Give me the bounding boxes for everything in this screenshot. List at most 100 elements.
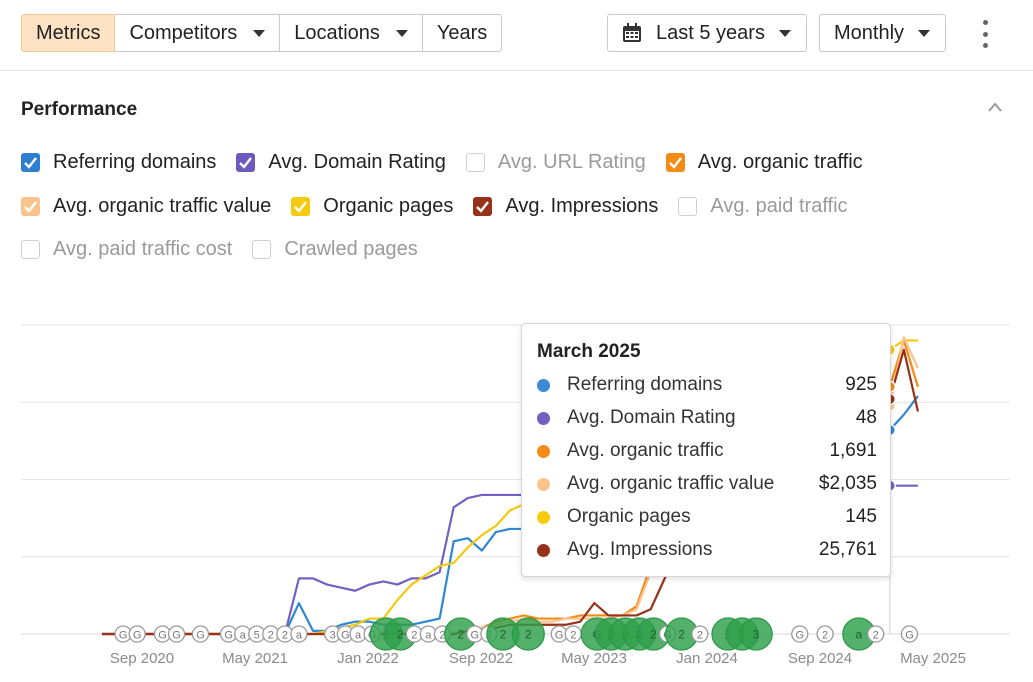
checkbox-checked[interactable] [21, 153, 40, 172]
update-marker-label: G [555, 630, 564, 642]
update-marker-label: 2 [570, 630, 576, 642]
update-marker-label: 3 [753, 628, 760, 642]
chevron-down-icon [918, 29, 931, 37]
update-marker[interactable]: 2 [262, 625, 280, 643]
update-marker[interactable]: G [128, 625, 146, 643]
update-marker[interactable]: 2 [816, 625, 834, 643]
metric-toggle[interactable]: Avg. Domain Rating [236, 151, 446, 174]
update-marker-label: G [158, 630, 167, 642]
more-options-icon[interactable] [978, 20, 992, 48]
metric-toggle-label: Avg. Domain Rating [268, 151, 446, 173]
metric-toggles-row-3: Avg. paid traffic cost Crawled pages [21, 238, 438, 261]
metric-toggle[interactable]: Organic pages [291, 195, 453, 218]
update-marker[interactable]: 3 [739, 617, 773, 651]
tooltip-series-name: Avg. Domain Rating [567, 407, 736, 428]
check-icon [239, 157, 253, 169]
metric-toggle[interactable]: Avg. organic traffic value [21, 195, 271, 218]
calendar-icon [623, 23, 641, 42]
metric-toggle[interactable]: Avg. URL Rating [465, 151, 646, 174]
checkbox-unchecked[interactable] [678, 197, 698, 216]
update-marker[interactable]: 2 [867, 625, 885, 643]
tooltip-row: Avg. organic traffic value $2,035 [537, 473, 877, 495]
update-marker[interactable]: 2 [511, 617, 545, 651]
tab-locations-label: Locations [294, 21, 380, 44]
metric-toggle[interactable]: Avg. paid traffic [678, 195, 848, 218]
performance-chart[interactable]: Sep 2020 May 2021 Jan 2022 Sep 2022 May 2023… [0, 290, 1033, 682]
update-marker-label: a [425, 630, 432, 642]
tab-metrics[interactable]: Metrics [21, 14, 116, 52]
checkbox-unchecked[interactable] [21, 240, 40, 259]
update-marker[interactable]: G [900, 625, 919, 643]
metric-toggle-label: Avg. organic traffic value [53, 195, 272, 217]
series-dot [537, 543, 550, 557]
x-tick-label: May 2021 [222, 650, 288, 667]
checkbox-checked[interactable] [291, 197, 311, 216]
update-marker[interactable]: 2 [691, 625, 709, 643]
update-marker-label: 2 [873, 630, 879, 642]
update-marker-label: 2 [500, 628, 507, 642]
interval-dropdown[interactable]: Monthly [819, 14, 946, 52]
checkbox-checked[interactable] [473, 197, 493, 216]
update-marker-circle [511, 617, 545, 651]
x-tick-label: May 2025 [900, 650, 966, 667]
update-marker[interactable]: 2 [276, 625, 294, 643]
toolbar: Metrics Competitors Locations Years Last… [0, 0, 1033, 71]
update-marker[interactable]: G [167, 625, 186, 643]
update-marker-circle [900, 625, 919, 643]
checkbox-checked[interactable] [21, 197, 40, 216]
update-marker-circle [691, 625, 709, 643]
x-tick-label: Jan 2024 [676, 650, 738, 667]
interval-label: Monthly [834, 21, 905, 44]
metric-toggle[interactable]: Avg. organic traffic [665, 151, 863, 174]
update-marker[interactable]: a [290, 625, 308, 643]
metric-toggle[interactable]: Avg. Impressions [473, 195, 658, 218]
checkbox-unchecked[interactable] [465, 153, 485, 172]
update-marker-label: G [119, 630, 128, 642]
chevron-up-icon[interactable] [988, 100, 1002, 114]
update-marker-label: 2 [678, 628, 685, 642]
checkbox-checked[interactable] [236, 153, 256, 172]
update-marker-label: 2 [282, 630, 288, 642]
chart-tooltip: March 2025 Referring domains 925 Avg. Doma… [521, 323, 891, 577]
metric-toggle[interactable]: Referring domains [21, 151, 216, 174]
metric-toggle[interactable]: Crawled pages [252, 238, 418, 261]
tooltip-series-value: 145 [845, 506, 877, 527]
checkbox-checked[interactable] [665, 153, 685, 172]
update-marker-label: G [172, 630, 181, 642]
tooltip-series-value: 48 [855, 407, 877, 428]
date-range-dropdown[interactable]: Last 5 years [607, 14, 807, 52]
update-marker-label: 2 [268, 630, 274, 642]
update-marker[interactable]: G [191, 625, 210, 643]
update-marker[interactable]: 2 [383, 617, 417, 651]
date-range-label: Last 5 years [656, 21, 765, 44]
update-marker-label: G [341, 630, 350, 642]
metric-toggle-label: Avg. paid traffic cost [53, 238, 233, 260]
metric-toggle[interactable]: Avg. paid traffic cost [21, 238, 232, 261]
tab-competitors-label: Competitors [129, 21, 238, 44]
update-marker[interactable]: a [234, 625, 252, 643]
check-icon [294, 201, 308, 213]
update-marker[interactable]: 2 [444, 617, 478, 651]
tab-locations[interactable]: Locations [280, 14, 423, 52]
update-marker-label: 2 [525, 628, 532, 642]
metric-toggle-label: Referring domains [53, 151, 217, 173]
update-marker-circle [791, 625, 809, 643]
update-marker[interactable]: G [791, 625, 809, 643]
update-marker-circle [739, 617, 773, 651]
update-marker[interactable]: 2 [564, 625, 582, 643]
x-tick-label: May 2023 [561, 650, 627, 667]
update-marker-label: 2 [822, 630, 828, 642]
series-dot [537, 378, 550, 392]
update-marker-label: a [296, 630, 303, 642]
tooltip-series-name: Avg. Impressions [567, 539, 713, 560]
metric-toggle-label: Organic pages [323, 195, 454, 217]
update-marker-label: 2 [457, 628, 464, 642]
tooltip-row: Avg. Impressions 25,761 [537, 539, 877, 561]
metric-toggles-row-1: Referring domains Avg. Domain Rating Avg… [21, 151, 883, 174]
series-dot [537, 510, 550, 524]
tooltip-series-value: 925 [845, 374, 877, 395]
checkbox-unchecked[interactable] [252, 240, 272, 259]
tab-years[interactable]: Years [422, 14, 503, 52]
update-marker-label: 2 [411, 630, 417, 642]
tab-competitors[interactable]: Competitors [115, 14, 281, 52]
